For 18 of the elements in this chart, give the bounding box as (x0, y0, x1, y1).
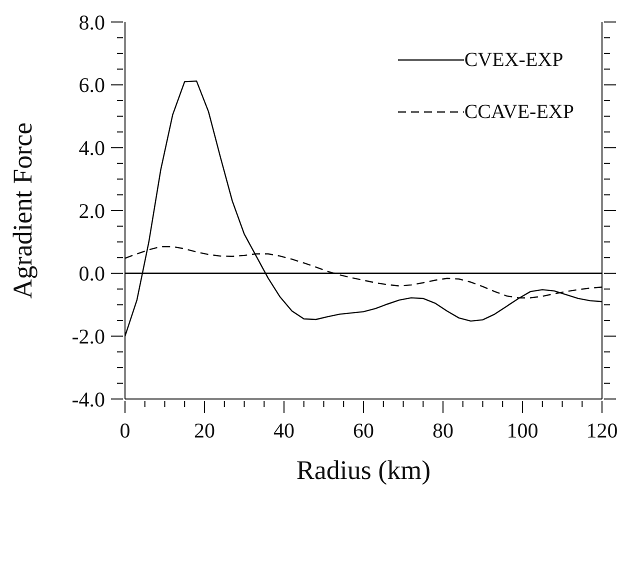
legend-label: CCAVE-EXP (464, 100, 574, 124)
x-tick-label: 40 (274, 418, 294, 443)
y-tick-label: 2.0 (78, 198, 105, 223)
x-tick-label: 120 (586, 418, 618, 443)
x-tick-label: 60 (353, 418, 374, 443)
x-tick-label: 20 (194, 418, 215, 443)
x-axis-title: Radius (km) (296, 455, 431, 485)
x-tick-label: 100 (506, 418, 538, 443)
y-tick-label: -2.0 (72, 324, 105, 349)
x-tick-label: 80 (432, 418, 454, 443)
y-axis-title: Agradient Force (8, 122, 38, 299)
y-tick-label: 4.0 (78, 136, 105, 160)
y-tick-label: 6.0 (78, 73, 105, 98)
y-tick-label: 8.0 (78, 10, 105, 34)
y-tick-label: -4.0 (72, 387, 105, 412)
y-tick-label: 0.0 (78, 262, 105, 286)
legend-label: CVEX-EXP (464, 48, 564, 72)
x-tick-label: 0 (120, 418, 130, 443)
